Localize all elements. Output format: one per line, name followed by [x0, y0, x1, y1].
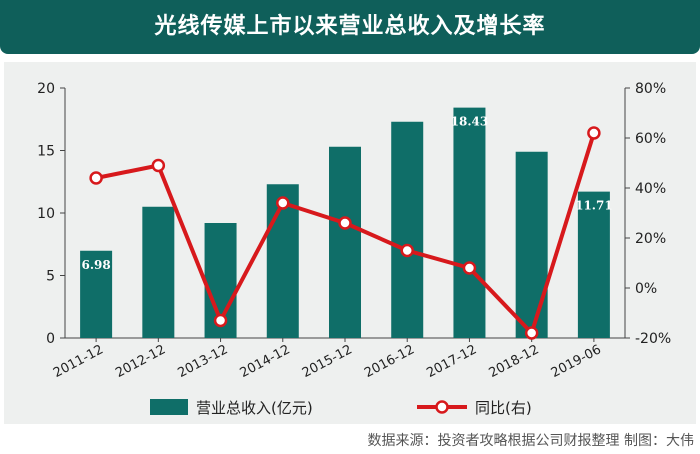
x-tick-label: 2014-12: [238, 342, 293, 381]
right-tick-label: 20%: [635, 231, 666, 247]
left-tick-label: 20: [37, 81, 55, 97]
yoy-growth-point: [213, 313, 228, 328]
yoy-growth-point: [400, 243, 414, 258]
right-tick-label: 60%: [635, 131, 666, 147]
left-tick-label: 15: [37, 144, 55, 160]
right-tick-label: -20%: [635, 331, 671, 347]
legend-marker-yoy: [435, 400, 449, 414]
x-tick-label: 2016-12: [362, 342, 417, 381]
right-tick-label: 0%: [635, 281, 657, 297]
x-tick-label: 2017-12: [424, 342, 479, 381]
revenue-bar: [329, 146, 361, 338]
revenue-bar: [80, 250, 113, 338]
left-tick-label: 10: [37, 206, 55, 222]
yoy-growth-point: [338, 216, 352, 230]
yoy-growth-point: [462, 261, 477, 275]
revenue-bar: [577, 191, 610, 338]
revenue-bar: [391, 121, 424, 338]
right-tick-label: 80%: [635, 81, 666, 97]
x-tick-label: 2015-12: [300, 342, 355, 381]
source-note: 数据来源：投资者攻略根据公司财报整理 制图：大伟: [367, 433, 694, 449]
revenue-bar: [266, 184, 299, 338]
legend-label-yoy: 同比(右): [475, 399, 532, 417]
left-tick-label: 5: [46, 269, 55, 285]
yoy-growth-point: [587, 126, 601, 140]
legend-swatch-revenue: [150, 399, 188, 415]
yoy-growth-point: [151, 158, 166, 173]
right-tick-label: 40%: [635, 181, 666, 197]
yoy-growth-point: [524, 326, 539, 340]
left-tick-label: 0: [46, 331, 55, 347]
chart-title: 光线传媒上市以来营业总收入及增长率: [154, 14, 546, 39]
title-bar: 光线传媒上市以来营业总收入及增长率: [0, 0, 700, 54]
yoy-growth-point: [276, 196, 290, 210]
x-tick-label: 2011-12: [51, 342, 106, 381]
x-tick-label: 2019-06: [549, 342, 604, 381]
bar-data-label: 11.71: [575, 199, 613, 213]
revenue-bar: [142, 206, 175, 338]
x-tick-label: 2013-12: [175, 342, 230, 381]
x-tick-label: 2018-12: [487, 342, 542, 381]
revenue-bar: [515, 151, 548, 338]
bar-data-label: 6.98: [81, 258, 110, 272]
yoy-growth-point: [89, 171, 103, 185]
revenue-bar: [453, 107, 486, 338]
bar-data-label: 18.43: [451, 115, 489, 129]
x-tick-label: 2012-12: [113, 342, 168, 381]
legend-label-revenue: 营业总收入(亿元): [196, 399, 313, 417]
